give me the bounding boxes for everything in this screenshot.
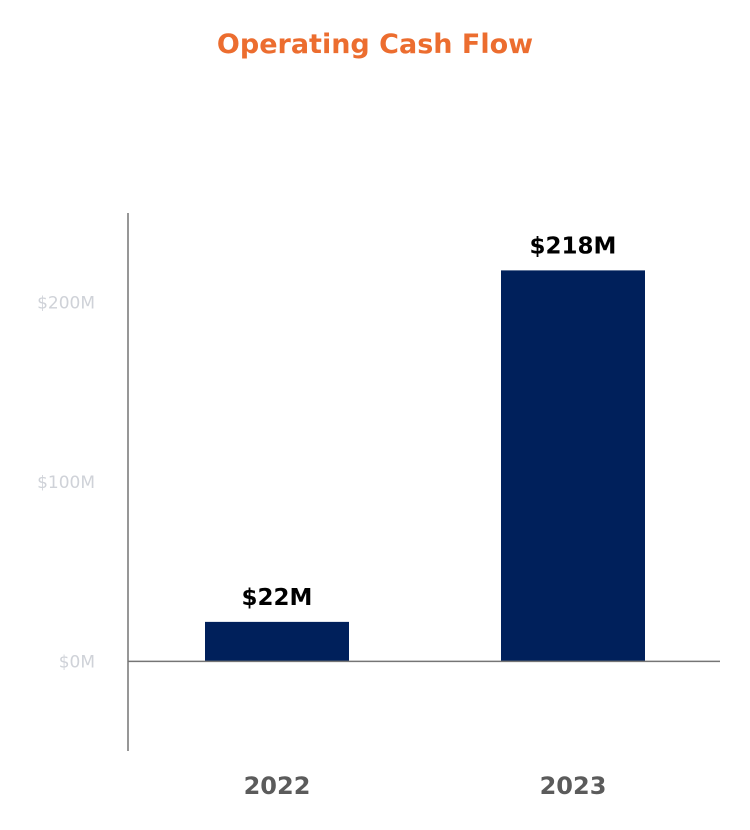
x-tick-label: 2022 (244, 772, 311, 800)
x-tick-label: 2023 (540, 772, 607, 800)
data-labels: $22M $218M (242, 233, 617, 610)
bars (205, 270, 645, 662)
bar-2023 (501, 270, 645, 662)
y-tick-label: $100M (37, 473, 95, 493)
bar-2022 (205, 621, 349, 662)
y-tick-label: $200M (37, 294, 95, 314)
x-axis-ticks: 2022 2023 (244, 772, 607, 800)
axes (127, 213, 720, 751)
chart-title: Operating Cash Flow (217, 29, 533, 60)
y-axis-ticks: $0M $100M $200M (37, 294, 95, 673)
data-label: $22M (242, 585, 313, 611)
data-label: $218M (530, 233, 617, 259)
y-tick-label: $0M (59, 652, 95, 672)
